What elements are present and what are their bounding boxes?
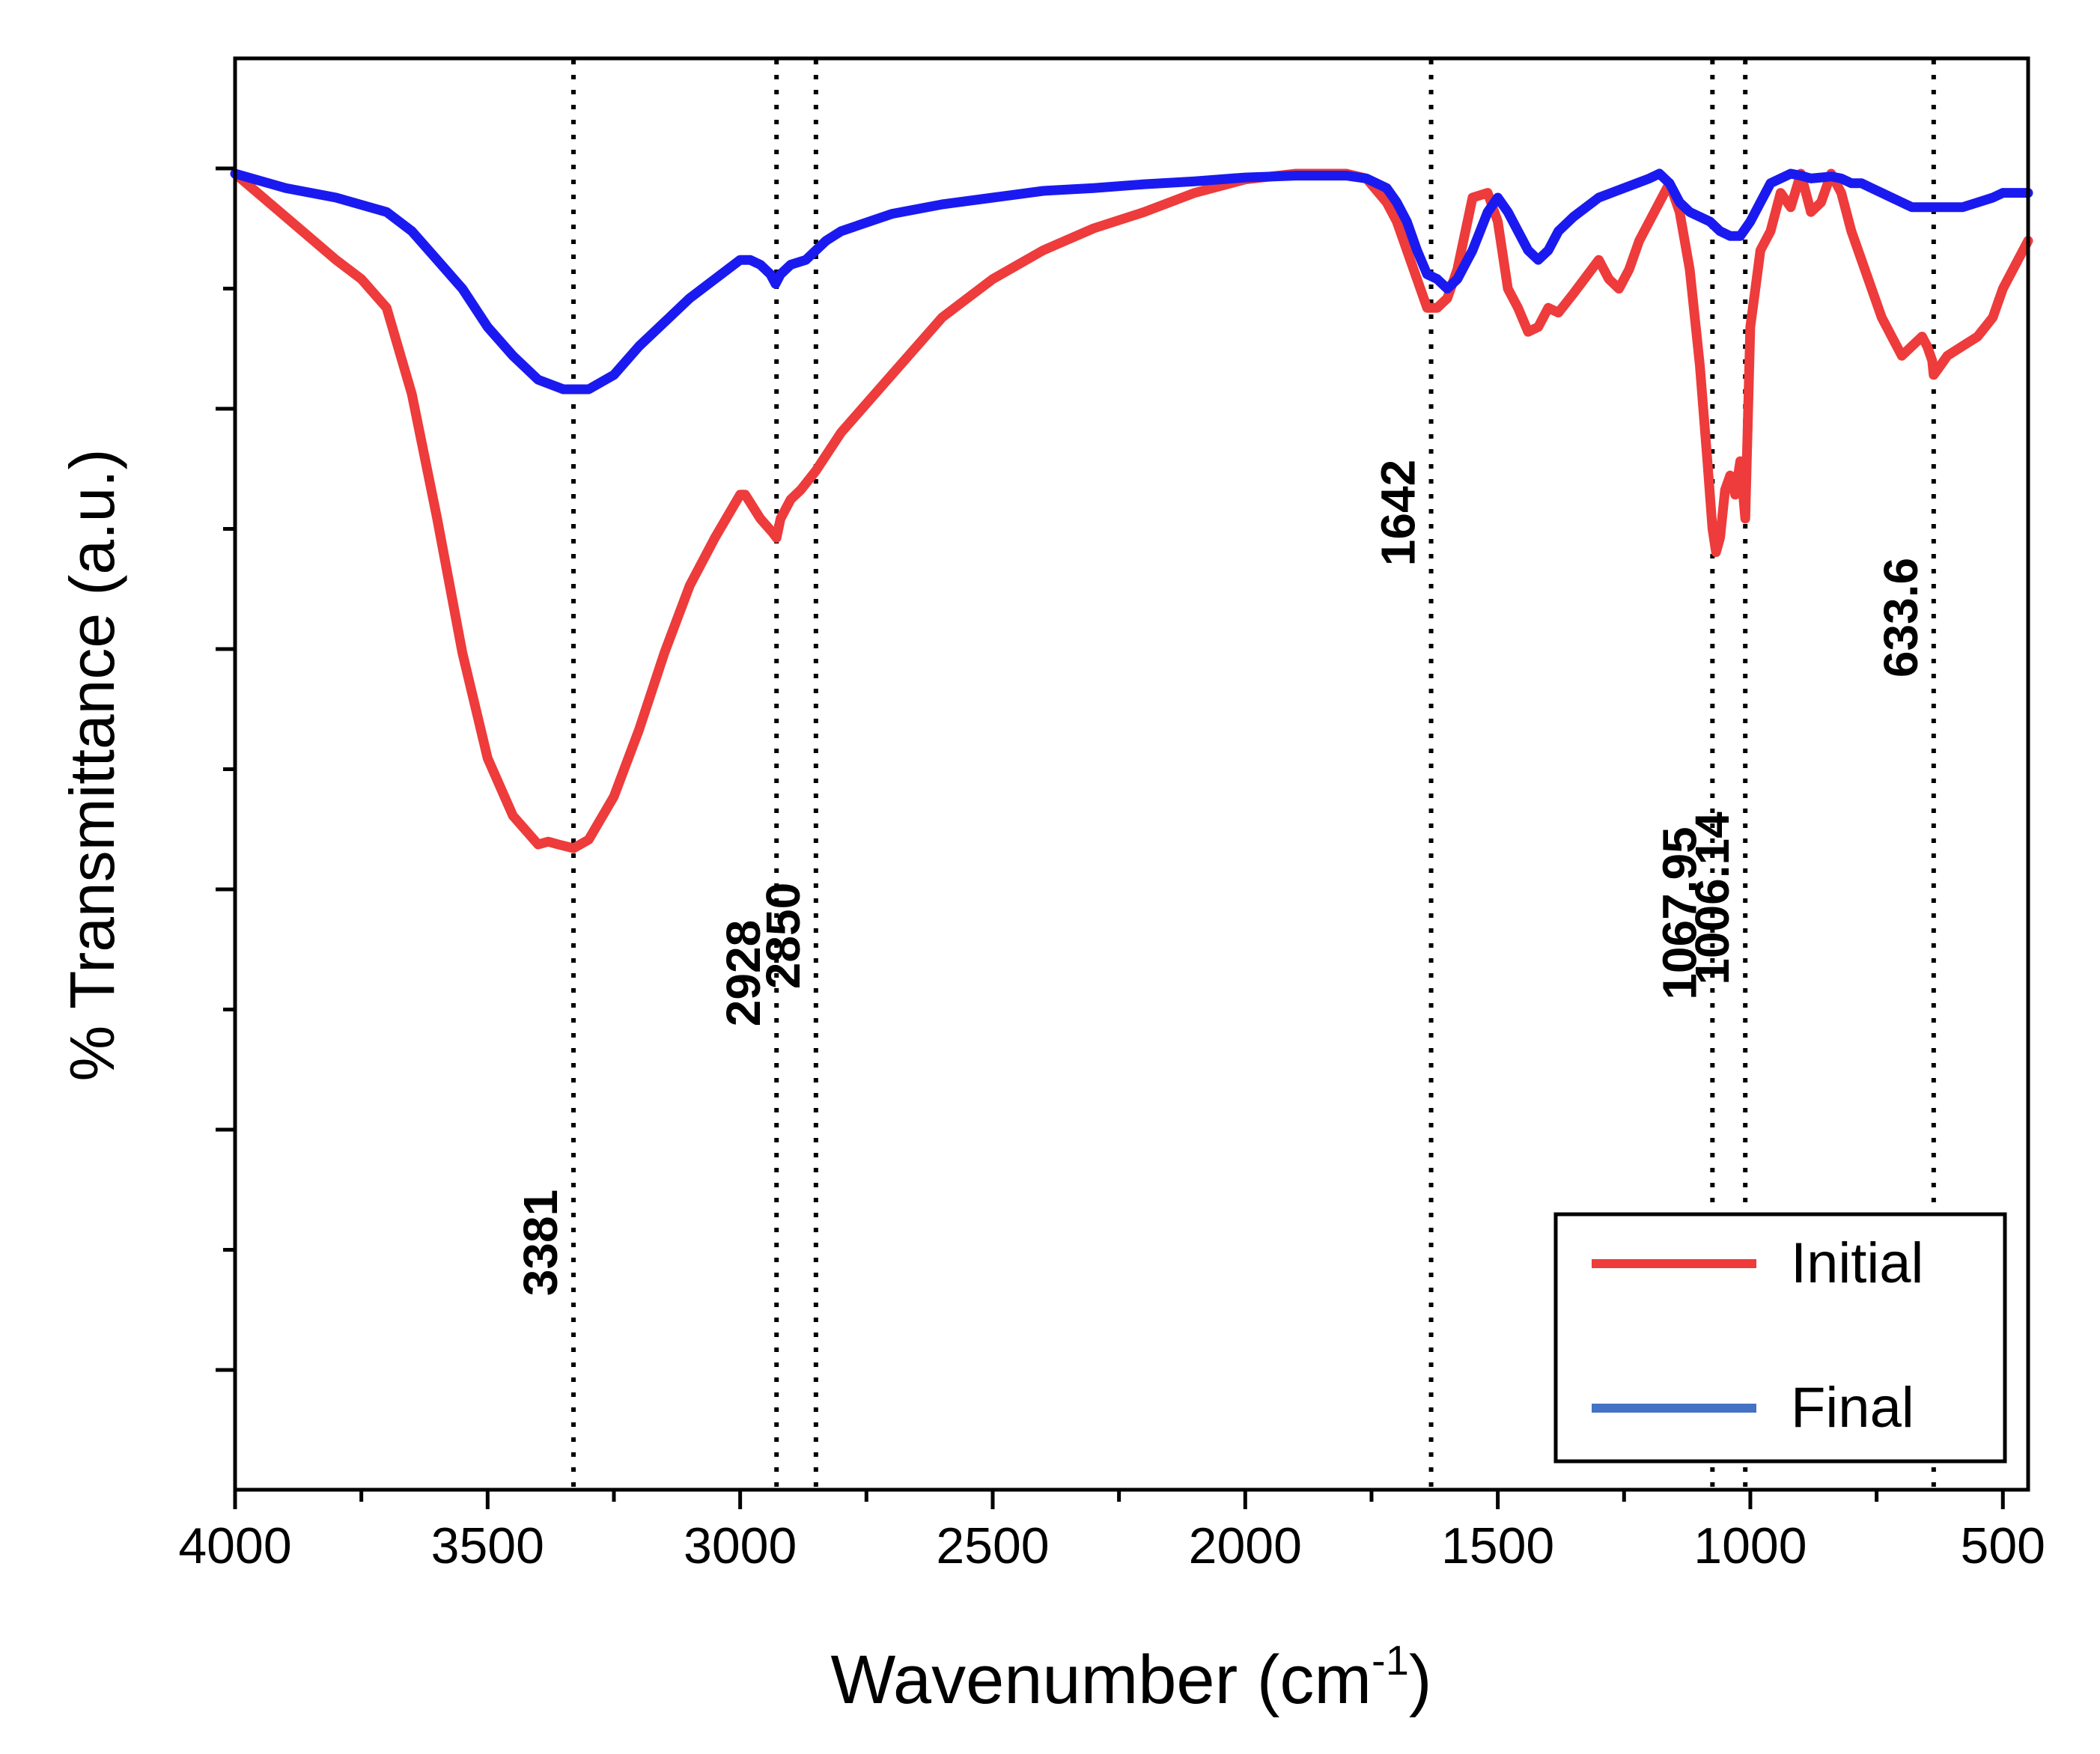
x-tick-label-4000: 4000 — [178, 1517, 291, 1574]
series-line-final — [230, 168, 2033, 395]
x-axis-ticks: 4000 3500 3000 2500 2000 1500 1000 500 — [178, 1490, 2045, 1574]
legend: Initial Final — [1553, 1212, 2007, 1464]
series-group — [230, 168, 2033, 853]
peak-label-2850: 2850 — [756, 883, 810, 989]
legend-box — [1553, 1212, 2007, 1464]
series-line-initial — [230, 168, 2033, 853]
peak-label-633.6: 633.6 — [1874, 558, 1928, 677]
x-tick-label-2500: 2500 — [936, 1517, 1049, 1574]
x-tick-label-3000: 3000 — [684, 1517, 797, 1574]
x-tick-label-3500: 3500 — [431, 1517, 544, 1574]
y-axis-ticks — [216, 166, 235, 1372]
peak-label-3381: 3381 — [514, 1190, 567, 1296]
x-tick-label-1000: 1000 — [1693, 1517, 1807, 1574]
y-axis-title: % Transmittance (a.u.) — [57, 449, 127, 1082]
peak-label-1642: 1642 — [1372, 460, 1425, 566]
legend-label-final: Final — [1791, 1376, 1914, 1440]
x-axis-title-main: Wavenumber (cm — [831, 1642, 1372, 1718]
x-tick-label-1500: 1500 — [1441, 1517, 1554, 1574]
peak-label-1067.95: 1067.95 — [1652, 826, 1706, 999]
peak-label-2928: 2928 — [716, 920, 770, 1026]
x-tick-label-2000: 2000 — [1189, 1517, 1302, 1574]
plot-frame — [233, 56, 2030, 1492]
peak-label-1006.14: 1006.14 — [1685, 811, 1739, 985]
x-axis-title: Wavenumber (cm-1) — [831, 1636, 1432, 1718]
legend-label-initial: Initial — [1791, 1231, 1923, 1295]
x-axis-title-superscript: -1 — [1372, 1636, 1409, 1684]
x-tick-label-500: 500 — [1961, 1517, 2045, 1574]
x-axis-title-close: ) — [1409, 1642, 1432, 1718]
